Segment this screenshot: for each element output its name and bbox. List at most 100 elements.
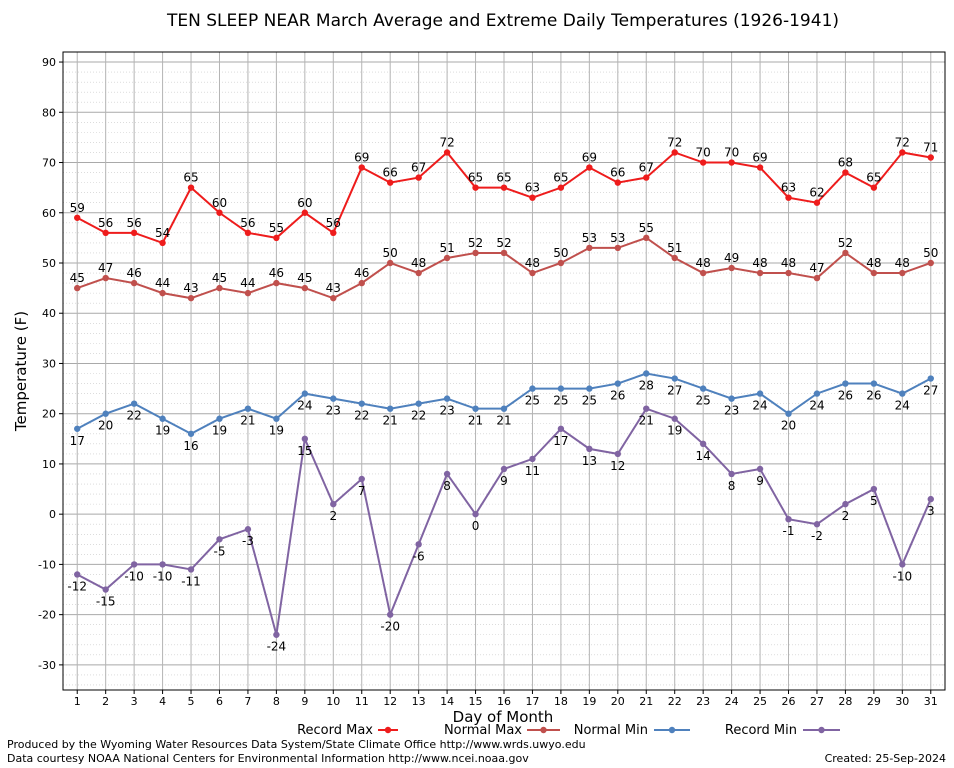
record-min-point — [586, 445, 593, 453]
record-max-point — [301, 209, 309, 216]
x-tick-label: 3 — [131, 695, 138, 708]
record-min-point — [443, 470, 451, 478]
legend-marker-record-min — [818, 726, 825, 734]
x-tick-label: 17 — [525, 695, 539, 708]
normal-min-data-label: 19 — [212, 424, 227, 438]
normal-min-data-label: 28 — [639, 379, 654, 393]
normal-max-data-label: 48 — [411, 256, 426, 270]
normal-min-data-label: 26 — [866, 389, 881, 403]
x-tick-label: 29 — [867, 695, 881, 708]
normal-max-data-label: 48 — [895, 256, 910, 270]
record-min-point — [273, 631, 280, 638]
record-min-data-label: 21 — [639, 414, 654, 428]
record-max-point — [443, 149, 451, 156]
normal-max-point — [159, 289, 166, 297]
normal-max-data-label: 46 — [269, 266, 284, 280]
normal-max-point — [443, 254, 451, 262]
record-min-data-label: 11 — [525, 464, 540, 478]
normal-max-data-label: 47 — [809, 261, 824, 275]
record-max-point — [330, 229, 337, 237]
normal-min-data-label: 25 — [525, 394, 540, 408]
normal-max-data-label: 53 — [610, 231, 625, 245]
record-min-point — [643, 405, 650, 412]
record-max-data-label: 66 — [610, 166, 625, 180]
record-min-data-label: -3 — [242, 534, 254, 548]
normal-max-point — [130, 279, 138, 287]
record-max-point — [756, 164, 764, 171]
normal-max-point — [671, 254, 678, 262]
record-min-data-label: 17 — [553, 434, 568, 448]
normal-max-point — [529, 269, 536, 277]
legend-label-normal-min: Normal Min — [574, 723, 648, 738]
normal-max-point — [386, 259, 394, 267]
record-max-point — [159, 239, 166, 247]
normal-max-point — [842, 249, 849, 257]
record-min-data-label: 8 — [728, 479, 736, 493]
legend-label-normal-max: Normal Max — [444, 723, 522, 738]
record-min-data-label: 15 — [297, 444, 312, 458]
record-min-point — [500, 465, 508, 473]
record-min-point — [870, 485, 878, 493]
normal-max-data-label: 48 — [866, 256, 881, 270]
chart-title: TEN SLEEP NEAR March Average and Extreme… — [166, 11, 839, 31]
normal-min-data-label: 23 — [724, 404, 739, 418]
record-min-data-label: 7 — [358, 484, 366, 498]
major-grid — [63, 52, 945, 690]
footer-courtesy: Data courtesy NOAA National Centers for … — [7, 752, 529, 765]
y-tick-label: 80 — [42, 106, 56, 119]
x-tick-label: 19 — [582, 695, 596, 708]
normal-min-point — [415, 400, 422, 407]
normal-max-data-label: 45 — [212, 271, 227, 285]
x-axis-ticks: 1 2 3 4 5 6 7 8 9 10 11 12 13 14 15 16 17 18 19 20 21 22 23 24 2… — [74, 690, 938, 708]
legend-label-record-max: Record Max — [297, 723, 373, 738]
normal-max-point — [557, 259, 565, 267]
record-max-data-label: 70 — [724, 146, 739, 160]
x-tick-label: 5 — [188, 695, 195, 708]
x-axis-label: Day of Month — [453, 708, 554, 726]
normal-min-data-label: 24 — [809, 399, 824, 413]
record-min-data-label: 2 — [329, 509, 337, 523]
normal-max-point — [699, 269, 707, 277]
normal-max-point — [187, 294, 195, 302]
record-max-data-label: 56 — [126, 216, 141, 230]
record-min-point — [529, 455, 536, 463]
record-max-point — [643, 174, 650, 181]
record-max-data-label: 70 — [696, 146, 711, 160]
record-min-point — [728, 470, 735, 478]
record-max-data-label: 72 — [895, 135, 910, 149]
normal-min-point — [74, 425, 81, 432]
record-min-point — [813, 521, 821, 528]
record-max-point — [614, 179, 622, 186]
normal-min-data-label: 26 — [838, 389, 853, 403]
x-tick-label: 20 — [611, 695, 625, 708]
legend-marker-normal-min — [668, 726, 676, 734]
normal-max-data-label: 50 — [923, 246, 938, 260]
x-tick-label: 21 — [639, 695, 653, 708]
normal-max-data-label: 46 — [354, 266, 369, 280]
normal-max-point — [614, 244, 622, 252]
x-tick-label: 18 — [554, 695, 568, 708]
record-max-point — [529, 194, 536, 201]
y-axis-label: Temperature (F) — [12, 311, 30, 432]
normal-min-point — [813, 390, 821, 397]
record-max-point — [728, 159, 735, 166]
normal-max-data-label: 50 — [383, 246, 398, 260]
x-tick-label: 11 — [355, 695, 369, 708]
normal-min-point — [102, 410, 109, 417]
normal-min-point — [500, 405, 508, 412]
record-min-point — [216, 536, 223, 543]
normal-max-point — [899, 269, 906, 277]
x-tick-label: 12 — [383, 695, 397, 708]
record-max-point — [671, 149, 678, 156]
x-tick-label: 16 — [497, 695, 511, 708]
record-max-data-label: 67 — [411, 161, 426, 175]
record-max-data-label: 72 — [667, 135, 682, 149]
record-max-point — [899, 149, 906, 156]
record-max-data-label: 56 — [240, 216, 255, 230]
record-max-point — [842, 169, 849, 176]
record-min-data-label: -10 — [893, 569, 913, 583]
y-tick-label: 40 — [42, 307, 56, 320]
normal-max-point — [358, 279, 365, 287]
normal-max-data-label: 48 — [525, 256, 540, 270]
